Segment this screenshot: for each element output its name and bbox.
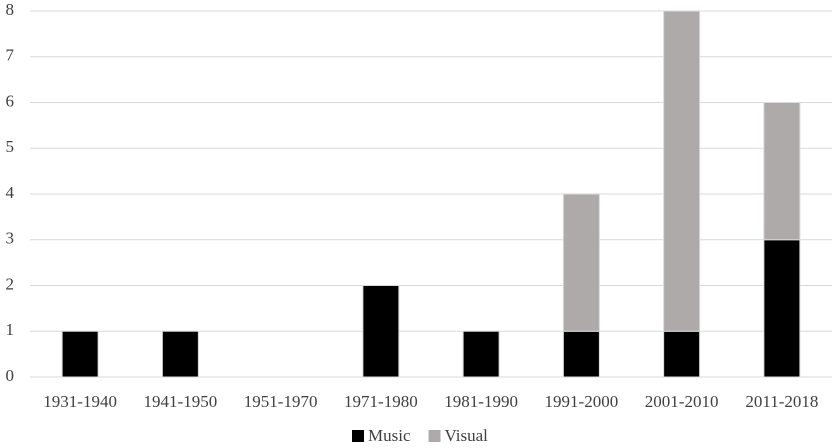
y-tick-label: 8 [6, 0, 15, 19]
legend-label: Music [368, 426, 411, 445]
bar-segment [61, 330, 99, 378]
x-tick-label: 2001-2010 [645, 392, 719, 411]
bar-segment [763, 102, 801, 241]
y-tick-label: 6 [6, 91, 15, 110]
legend-label: Visual [445, 426, 489, 445]
bar-segment [763, 239, 801, 378]
y-tick-label: 4 [6, 183, 15, 202]
x-tick-label: 1951-1970 [244, 392, 318, 411]
bar-segment [362, 285, 400, 378]
x-tick-label: 1981-1990 [444, 392, 518, 411]
y-tick-label: 2 [6, 274, 15, 293]
x-tick-label: 1991-2000 [545, 392, 619, 411]
y-tick-label: 3 [6, 229, 15, 248]
y-tick-label: 7 [6, 46, 15, 65]
y-tick-label: 1 [6, 320, 15, 339]
x-tick-label: 1971-1980 [344, 392, 418, 411]
x-tick-label: 2011-2018 [745, 392, 818, 411]
x-tick-label: 1941-1950 [144, 392, 218, 411]
bar-segment [663, 330, 701, 378]
bar-segment [663, 10, 701, 332]
bar-segment [161, 330, 199, 378]
y-tick-label: 0 [6, 366, 15, 385]
bar-segment [562, 193, 600, 332]
x-tick-label: 1931-1940 [43, 392, 117, 411]
y-tick-label: 5 [6, 137, 15, 156]
legend-swatch [352, 430, 364, 442]
bar-segment [562, 330, 600, 378]
legend-swatch [428, 430, 441, 442]
bar-segment [462, 330, 500, 378]
